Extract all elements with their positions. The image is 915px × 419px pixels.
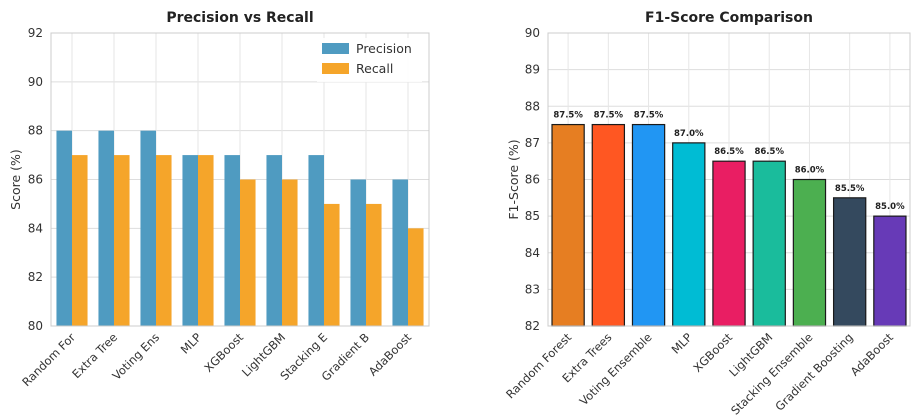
bar-precision-5 bbox=[224, 155, 240, 326]
bar-recall-3 bbox=[156, 155, 172, 326]
x-tick-label: MLP bbox=[178, 330, 204, 356]
y-axis-label: Score (%) bbox=[8, 149, 23, 210]
y-tick-label: 80 bbox=[28, 319, 43, 333]
bar-recall-5 bbox=[240, 179, 256, 326]
y-tick-label: 86 bbox=[525, 173, 540, 187]
bar-recall-7 bbox=[324, 203, 340, 326]
y-tick-label: 89 bbox=[525, 63, 540, 77]
y-tick-label: 90 bbox=[525, 26, 540, 40]
bar-recall-9 bbox=[408, 228, 424, 326]
plot-border bbox=[50, 32, 430, 327]
bar-precision-1 bbox=[56, 130, 72, 326]
bar-recall-1 bbox=[72, 155, 88, 326]
bar-precision-3 bbox=[140, 130, 156, 326]
data-label: 87.5% bbox=[634, 111, 664, 121]
bar-recall-8 bbox=[366, 203, 382, 326]
data-label: 85.5% bbox=[835, 184, 865, 194]
y-tick-label: 83 bbox=[525, 282, 540, 296]
y-tick-label: 85 bbox=[525, 209, 540, 223]
bar-recall-6 bbox=[282, 179, 298, 326]
data-label: 87.5% bbox=[553, 111, 583, 121]
bar-4 bbox=[672, 142, 706, 327]
bar-9 bbox=[873, 215, 907, 327]
bar-precision-4 bbox=[182, 155, 198, 326]
y-tick-label: 88 bbox=[28, 124, 43, 138]
data-label: 87.0% bbox=[674, 129, 704, 139]
y-tick-label: 84 bbox=[28, 221, 43, 235]
legend-label-recall: Recall bbox=[356, 61, 393, 76]
data-label: 86.5% bbox=[754, 147, 784, 157]
y-tick-label: 86 bbox=[28, 173, 43, 187]
bar-recall-2 bbox=[114, 155, 130, 326]
bar-recall-4 bbox=[198, 155, 214, 326]
legend-swatch-recall bbox=[322, 63, 349, 74]
bar-precision-9 bbox=[392, 179, 408, 326]
x-tick-label: MLP bbox=[669, 330, 695, 356]
data-label: 86.5% bbox=[714, 147, 744, 157]
bar-precision-2 bbox=[98, 130, 114, 326]
bar-6 bbox=[752, 160, 786, 327]
y-tick-label: 90 bbox=[28, 75, 43, 89]
x-tick-label: Voting Ensemble bbox=[577, 330, 655, 408]
bar-precision-6 bbox=[266, 155, 282, 326]
legend-label-precision: Precision bbox=[356, 41, 412, 56]
x-tick-label: Random Forest bbox=[503, 330, 574, 401]
y-tick-label: 92 bbox=[28, 26, 43, 40]
x-tick-label: Random For bbox=[19, 330, 78, 389]
bar-8 bbox=[832, 197, 867, 327]
y-tick-label: 82 bbox=[28, 270, 43, 284]
bar-1 bbox=[551, 123, 585, 327]
bar-precision-8 bbox=[350, 179, 366, 326]
bar-2 bbox=[591, 123, 626, 327]
y-tick-label: 82 bbox=[525, 319, 540, 333]
chart-title: Precision vs Recall bbox=[166, 10, 313, 26]
x-tick-label: AdaBoost bbox=[366, 330, 415, 379]
bar-7 bbox=[792, 178, 827, 327]
y-tick-label: 88 bbox=[525, 99, 540, 113]
x-tick-label: AdaBoost bbox=[848, 330, 897, 379]
y-tick-label: 87 bbox=[525, 136, 540, 150]
data-label: 87.5% bbox=[594, 111, 624, 121]
data-label: 86.0% bbox=[795, 166, 825, 176]
x-tick-label: Gradient Boosting bbox=[772, 330, 855, 413]
bar-3 bbox=[631, 123, 666, 327]
data-label: 85.0% bbox=[875, 202, 905, 212]
legend-swatch-precision bbox=[322, 43, 349, 54]
y-axis-label: F1-Score (%) bbox=[506, 139, 521, 219]
y-tick-label: 84 bbox=[525, 246, 540, 260]
plot-border bbox=[547, 32, 911, 327]
chart-title: F1-Score Comparison bbox=[645, 10, 813, 26]
bar-precision-7 bbox=[308, 155, 324, 326]
bar-5 bbox=[712, 160, 746, 327]
